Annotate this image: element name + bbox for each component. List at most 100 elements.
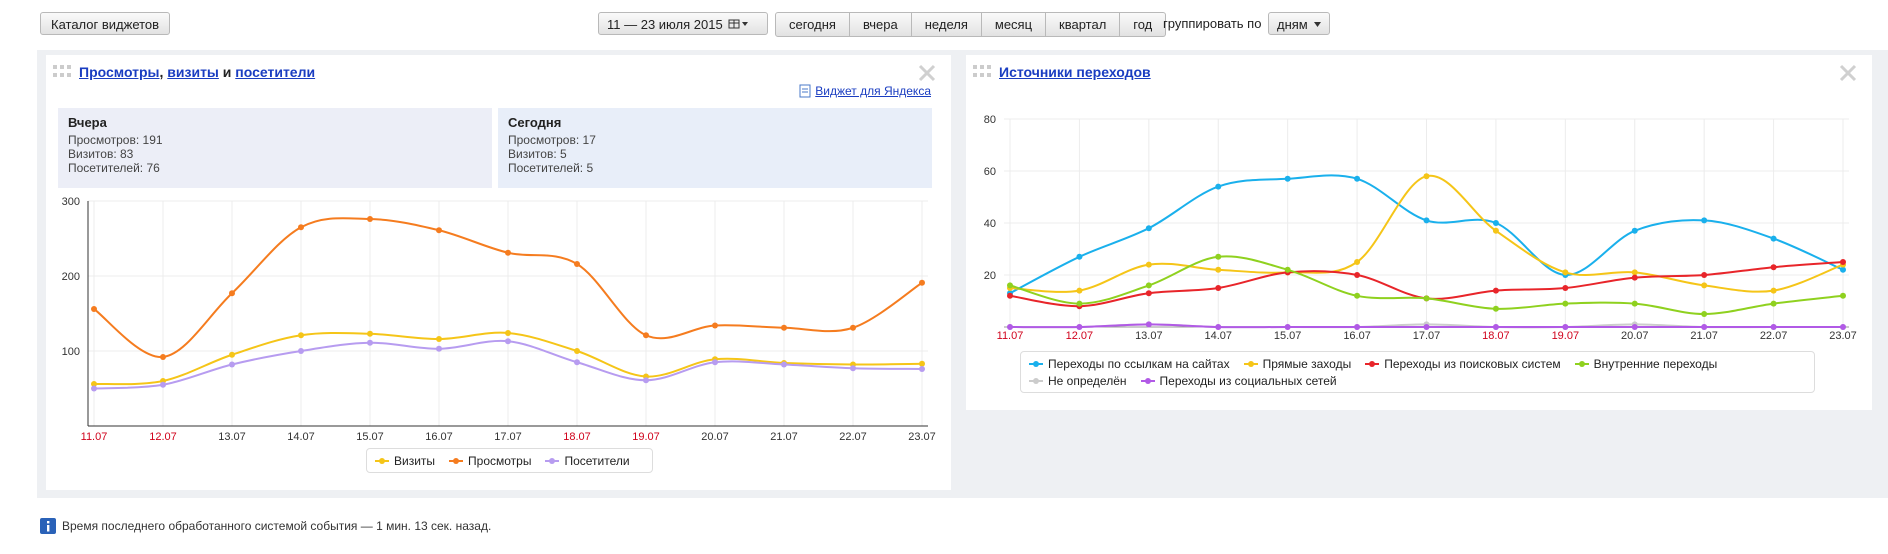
row-value: 17 bbox=[582, 133, 596, 147]
drag-handle[interactable] bbox=[973, 65, 991, 79]
title-link[interactable]: посетители bbox=[235, 64, 316, 80]
x-tick-label: 14.07 bbox=[287, 431, 315, 443]
row-value: 83 bbox=[120, 147, 134, 161]
legend-item[interactable]: Просмотры bbox=[449, 452, 531, 469]
legend-icon bbox=[375, 457, 389, 464]
data-point bbox=[1354, 292, 1361, 299]
data-point bbox=[850, 324, 856, 331]
data-point bbox=[1492, 227, 1499, 234]
data-point bbox=[1770, 287, 1777, 294]
x-tick-label: 14.07 bbox=[1204, 330, 1232, 342]
legend-item[interactable]: Прямые заходы bbox=[1243, 355, 1352, 372]
data-point bbox=[1284, 175, 1291, 182]
info-icon bbox=[40, 518, 56, 534]
summary-box: Сегодня Просмотров: 17 Визитов: 5 Посетител… bbox=[498, 108, 932, 188]
x-tick-label: 23.07 bbox=[1829, 330, 1857, 342]
close-icon[interactable] bbox=[918, 64, 936, 82]
data-point bbox=[1701, 311, 1708, 317]
legend-item[interactable]: Переходы из поисковых систем bbox=[1365, 355, 1561, 372]
data-point bbox=[436, 345, 442, 352]
data-point bbox=[1354, 259, 1361, 265]
data-point bbox=[160, 354, 166, 360]
data-point bbox=[1215, 285, 1222, 291]
legend-label: Прямые заходы bbox=[1262, 356, 1352, 371]
y-tick-label: 80 bbox=[984, 114, 996, 126]
period-button[interactable]: квартал bbox=[1046, 12, 1121, 37]
period-button[interactable]: сегодня bbox=[775, 12, 850, 37]
data-point bbox=[1701, 217, 1708, 224]
data-point bbox=[1631, 300, 1638, 307]
legend-icon bbox=[1574, 360, 1589, 367]
legend-dot bbox=[549, 457, 556, 464]
group-select[interactable]: дням bbox=[1268, 12, 1330, 35]
y-tick-label: 300 bbox=[62, 196, 80, 208]
data-point bbox=[1215, 324, 1222, 330]
legend-item[interactable]: Визиты bbox=[375, 452, 435, 469]
legend-item[interactable]: Внутренние переходы bbox=[1574, 355, 1718, 372]
title-link[interactable]: визиты bbox=[167, 64, 219, 80]
y-tick-label: 40 bbox=[984, 218, 996, 230]
legend-dot bbox=[1033, 377, 1039, 384]
widget-title[interactable]: Источники переходов bbox=[999, 64, 1151, 80]
date-range: 11 — 23 июля 2015 bbox=[607, 17, 723, 32]
data-point bbox=[298, 224, 304, 231]
legend-item[interactable]: Переходы из социальных сетей bbox=[1140, 372, 1337, 389]
legend-label: Внутренние переходы bbox=[1593, 356, 1718, 371]
data-point bbox=[1145, 225, 1152, 232]
legend-item[interactable]: Не определён bbox=[1029, 372, 1127, 389]
period-button[interactable]: вчера bbox=[849, 12, 912, 37]
x-tick-label: 20.07 bbox=[701, 431, 729, 443]
data-point bbox=[91, 306, 97, 312]
summary-row: Просмотров: 17 bbox=[508, 133, 922, 147]
data-point bbox=[91, 381, 97, 387]
period-group: сегодня вчера неделя месяц квартал год bbox=[775, 12, 1167, 37]
data-point bbox=[505, 338, 511, 345]
data-point bbox=[1284, 324, 1291, 330]
catalog-button[interactable]: Каталог виджетов bbox=[40, 12, 171, 35]
summary-heading: Сегодня bbox=[508, 115, 562, 130]
drag-handle[interactable] bbox=[53, 65, 71, 79]
y-tick-label: 60 bbox=[984, 166, 996, 178]
legend-dot bbox=[1578, 360, 1585, 367]
group-value: дням bbox=[1277, 17, 1308, 32]
x-tick-label: 18.07 bbox=[563, 431, 591, 443]
data-point bbox=[1215, 253, 1222, 260]
date-range-button[interactable]: 11 — 23 июля 2015 bbox=[598, 12, 768, 35]
x-tick-label: 18.07 bbox=[1482, 330, 1510, 342]
row-label: Визитов: bbox=[508, 147, 557, 161]
period-button[interactable]: год bbox=[1120, 12, 1167, 37]
summary-row: Визитов: 83 bbox=[68, 147, 482, 161]
x-tick-label: 15.07 bbox=[1274, 330, 1302, 342]
data-point bbox=[1562, 324, 1569, 330]
data-point bbox=[1145, 282, 1152, 289]
legend-icon bbox=[1140, 377, 1155, 384]
row-label: Посетителей: bbox=[68, 161, 144, 175]
row-value: 5 bbox=[560, 147, 567, 161]
data-point bbox=[1770, 235, 1777, 242]
data-point bbox=[367, 216, 373, 222]
legend-item[interactable]: Переходы по ссылкам на сайтах bbox=[1029, 355, 1230, 372]
data-point bbox=[505, 330, 511, 336]
x-tick-label: 13.07 bbox=[218, 431, 246, 443]
yandex-widget-link[interactable]: Виджет для Яндекса bbox=[799, 84, 931, 98]
data-point bbox=[229, 290, 235, 297]
period-button[interactable]: месяц bbox=[981, 12, 1047, 37]
x-tick-label: 19.07 bbox=[1552, 330, 1580, 342]
legend-label: Визиты bbox=[394, 453, 436, 468]
data-point bbox=[1423, 295, 1430, 302]
summary-heading: Вчера bbox=[68, 115, 107, 130]
x-tick-label: 15.07 bbox=[356, 431, 384, 443]
widget-traffic: Просмотры, визиты и посетители Виджет дл… bbox=[46, 55, 951, 490]
title-link[interactable]: Просмотры bbox=[79, 64, 160, 80]
legend-item[interactable]: Посетители bbox=[545, 452, 630, 469]
period-button[interactable]: неделя bbox=[911, 12, 982, 37]
doc-icon bbox=[799, 84, 811, 98]
close-icon[interactable] bbox=[1839, 64, 1857, 82]
legend-icon bbox=[1365, 360, 1380, 367]
data-point bbox=[1145, 290, 1152, 297]
data-point bbox=[1631, 324, 1638, 330]
data-point bbox=[919, 360, 925, 367]
data-point bbox=[1701, 272, 1708, 278]
row-value: 191 bbox=[142, 133, 163, 147]
data-point bbox=[1354, 324, 1361, 330]
